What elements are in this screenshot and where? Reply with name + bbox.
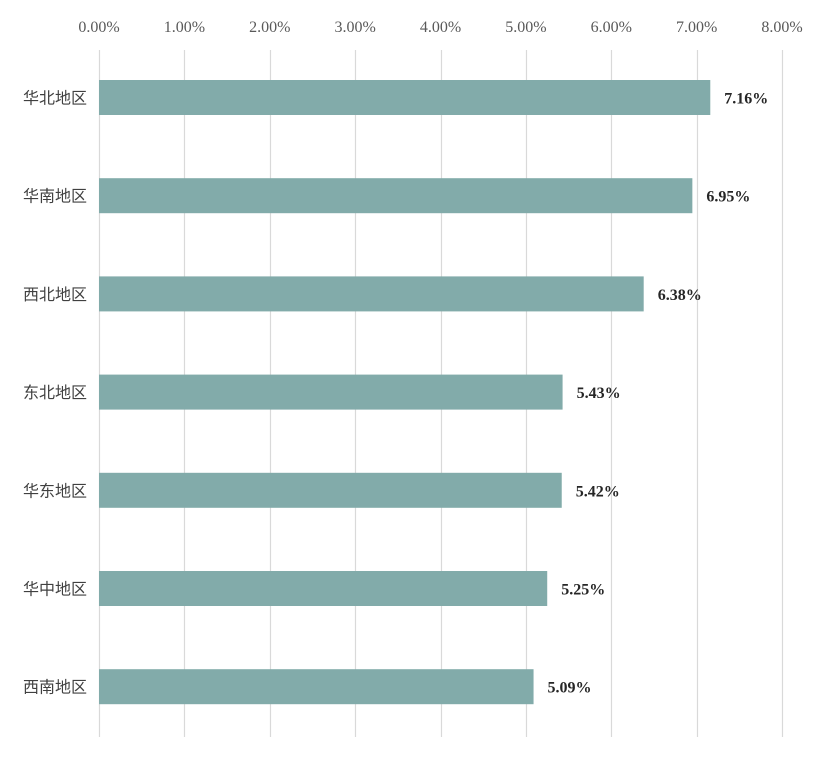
data-label: 7.16% (724, 91, 768, 108)
x-tick-label: 6.00% (591, 19, 632, 36)
data-label: 6.95% (706, 189, 750, 206)
x-tick-label: 0.00% (78, 19, 119, 36)
category-label: 华东地区 (23, 481, 87, 500)
x-tick-label: 4.00% (420, 19, 461, 36)
x-tick-label: 8.00% (761, 19, 802, 36)
x-tick-label: 3.00% (334, 19, 375, 36)
bar (99, 80, 711, 115)
data-label: 5.09% (548, 680, 592, 697)
bar (99, 472, 562, 508)
bar (99, 178, 693, 214)
category-label: 华中地区 (23, 580, 87, 599)
data-label: 6.38% (658, 287, 702, 304)
x-tick-label: 5.00% (505, 19, 546, 36)
x-tick-label: 7.00% (676, 19, 717, 36)
bars (99, 80, 711, 705)
bar (99, 669, 534, 705)
x-tick-label: 2.00% (249, 19, 290, 36)
category-label: 西北地区 (23, 285, 87, 304)
category-label: 东北地区 (23, 383, 87, 402)
data-label: 5.25% (561, 582, 605, 599)
category-label: 西南地区 (23, 678, 87, 697)
data-labels: 7.16% 6.95% 6.38% 5.43% 5.42% 5.25% 5.09% (548, 91, 769, 697)
category-label: 华北地区 (23, 89, 87, 108)
data-label: 5.42% (576, 483, 620, 500)
bar (99, 374, 563, 410)
bar (99, 571, 548, 606)
x-axis-ticks: 0.00% 1.00% 2.00% 3.00% 4.00% 5.00% 6.00% 7.00%… (78, 19, 802, 36)
bar (99, 276, 644, 312)
x-tick-label: 1.00% (164, 19, 205, 36)
category-label: 华南地区 (23, 187, 87, 206)
data-label: 5.43% (577, 385, 621, 402)
